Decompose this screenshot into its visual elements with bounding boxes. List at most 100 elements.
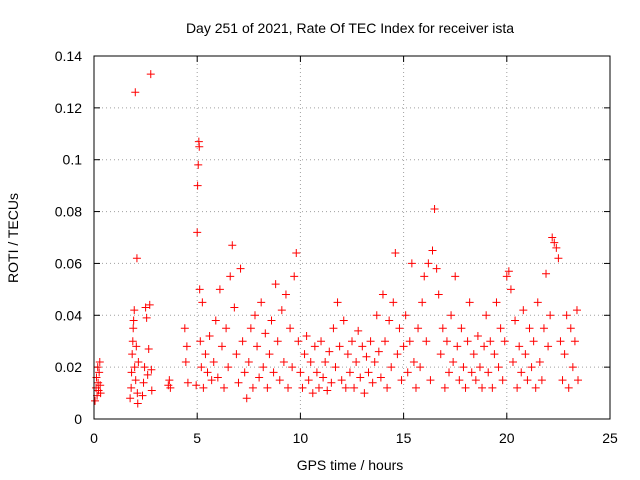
data-point-0-40 bbox=[166, 383, 175, 392]
data-point-0-232 bbox=[564, 383, 573, 392]
data-point-0-112 bbox=[317, 337, 326, 346]
data-point-0-155 bbox=[405, 337, 414, 346]
data-point-0-105 bbox=[302, 332, 311, 341]
x-tick-label-2: 10 bbox=[293, 430, 309, 446]
data-point-0-87 bbox=[265, 350, 274, 359]
data-point-0-31 bbox=[142, 313, 151, 322]
data-point-0-167 bbox=[430, 204, 439, 213]
data-point-0-213 bbox=[525, 324, 534, 333]
grid-lines bbox=[94, 56, 610, 419]
data-point-0-201 bbox=[500, 337, 509, 346]
data-point-0-82 bbox=[255, 373, 264, 382]
data-point-0-162 bbox=[420, 272, 429, 281]
data-point-0-135 bbox=[364, 368, 373, 377]
data-point-0-208 bbox=[515, 342, 524, 351]
x-tick-label-3: 15 bbox=[396, 430, 412, 446]
data-point-0-78 bbox=[246, 324, 255, 333]
data-point-0-56 bbox=[201, 350, 210, 359]
y-tick-label-3: 0.06 bbox=[55, 255, 82, 271]
data-point-0-216 bbox=[531, 383, 540, 392]
data-point-0-182 bbox=[461, 383, 470, 392]
data-point-0-109 bbox=[310, 342, 319, 351]
data-point-0-141 bbox=[376, 373, 385, 382]
data-point-0-181 bbox=[459, 363, 468, 372]
data-point-0-189 bbox=[475, 363, 484, 372]
data-point-0-133 bbox=[360, 389, 369, 398]
data-point-0-125 bbox=[343, 350, 352, 359]
data-point-0-116 bbox=[325, 347, 334, 356]
y-axis-label: ROTI / TECUs bbox=[5, 193, 21, 283]
data-point-0-20 bbox=[131, 88, 140, 97]
data-point-0-126 bbox=[345, 368, 354, 377]
data-point-0-0 bbox=[91, 396, 100, 405]
data-point-0-225 bbox=[550, 238, 559, 247]
data-point-0-177 bbox=[451, 272, 460, 281]
data-point-0-188 bbox=[473, 332, 482, 341]
data-point-0-91 bbox=[273, 337, 282, 346]
data-point-0-217 bbox=[533, 298, 542, 307]
data-point-0-34 bbox=[145, 300, 154, 309]
data-point-0-200 bbox=[498, 376, 507, 385]
data-point-0-88 bbox=[267, 316, 276, 325]
data-point-0-207 bbox=[513, 383, 522, 392]
data-point-0-10 bbox=[96, 389, 105, 398]
data-point-0-73 bbox=[236, 264, 245, 273]
data-point-0-90 bbox=[271, 280, 280, 289]
data-point-0-9 bbox=[96, 381, 105, 390]
data-point-0-212 bbox=[523, 376, 532, 385]
data-point-0-193 bbox=[484, 368, 493, 377]
data-point-0-231 bbox=[562, 311, 571, 320]
data-point-0-221 bbox=[542, 269, 551, 278]
data-point-0-17 bbox=[129, 316, 138, 325]
data-point-0-45 bbox=[192, 381, 201, 390]
data-point-0-72 bbox=[234, 378, 243, 387]
data-point-0-174 bbox=[445, 368, 454, 377]
data-point-0-50 bbox=[195, 142, 204, 151]
data-point-0-136 bbox=[366, 337, 375, 346]
data-point-0-145 bbox=[385, 316, 394, 325]
data-point-0-131 bbox=[356, 373, 365, 382]
y-tick-label-4: 0.08 bbox=[55, 204, 82, 220]
data-point-0-79 bbox=[248, 383, 257, 392]
data-point-0-68 bbox=[226, 272, 235, 281]
data-point-0-163 bbox=[422, 337, 431, 346]
roti-data-points bbox=[91, 70, 583, 408]
data-point-0-228 bbox=[556, 337, 565, 346]
data-point-0-151 bbox=[397, 376, 406, 385]
data-point-0-190 bbox=[478, 383, 487, 392]
data-point-0-28 bbox=[139, 378, 148, 387]
data-point-0-12 bbox=[127, 383, 136, 392]
data-point-0-172 bbox=[440, 383, 449, 392]
data-point-0-7 bbox=[95, 368, 104, 377]
data-point-0-130 bbox=[354, 326, 363, 335]
data-point-0-199 bbox=[496, 324, 505, 333]
data-point-0-237 bbox=[574, 376, 583, 385]
data-point-0-186 bbox=[469, 350, 478, 359]
data-point-0-64 bbox=[217, 342, 226, 351]
data-point-0-25 bbox=[133, 399, 142, 408]
data-point-0-29 bbox=[140, 363, 149, 372]
data-point-0-15 bbox=[128, 337, 137, 346]
data-point-0-204 bbox=[506, 285, 515, 294]
data-point-0-139 bbox=[372, 311, 381, 320]
data-point-0-110 bbox=[312, 368, 321, 377]
data-point-0-71 bbox=[232, 350, 241, 359]
data-point-0-235 bbox=[570, 337, 579, 346]
plot-frame bbox=[93, 55, 611, 420]
data-point-0-164 bbox=[424, 259, 433, 268]
data-point-0-224 bbox=[548, 233, 557, 242]
data-point-0-197 bbox=[492, 298, 501, 307]
data-point-0-152 bbox=[399, 342, 408, 351]
y-tick-label-5: 0.1 bbox=[63, 152, 83, 168]
data-point-0-103 bbox=[298, 383, 307, 392]
data-point-0-160 bbox=[416, 363, 425, 372]
data-point-0-86 bbox=[263, 383, 272, 392]
x-axis-label: GPS time / hours bbox=[297, 457, 404, 473]
data-point-0-62 bbox=[213, 373, 222, 382]
data-point-0-46 bbox=[193, 228, 202, 237]
data-point-0-127 bbox=[348, 337, 356, 346]
data-point-0-124 bbox=[341, 383, 350, 392]
data-point-0-128 bbox=[350, 383, 359, 392]
data-point-0-184 bbox=[465, 298, 474, 307]
data-point-0-161 bbox=[418, 298, 427, 307]
